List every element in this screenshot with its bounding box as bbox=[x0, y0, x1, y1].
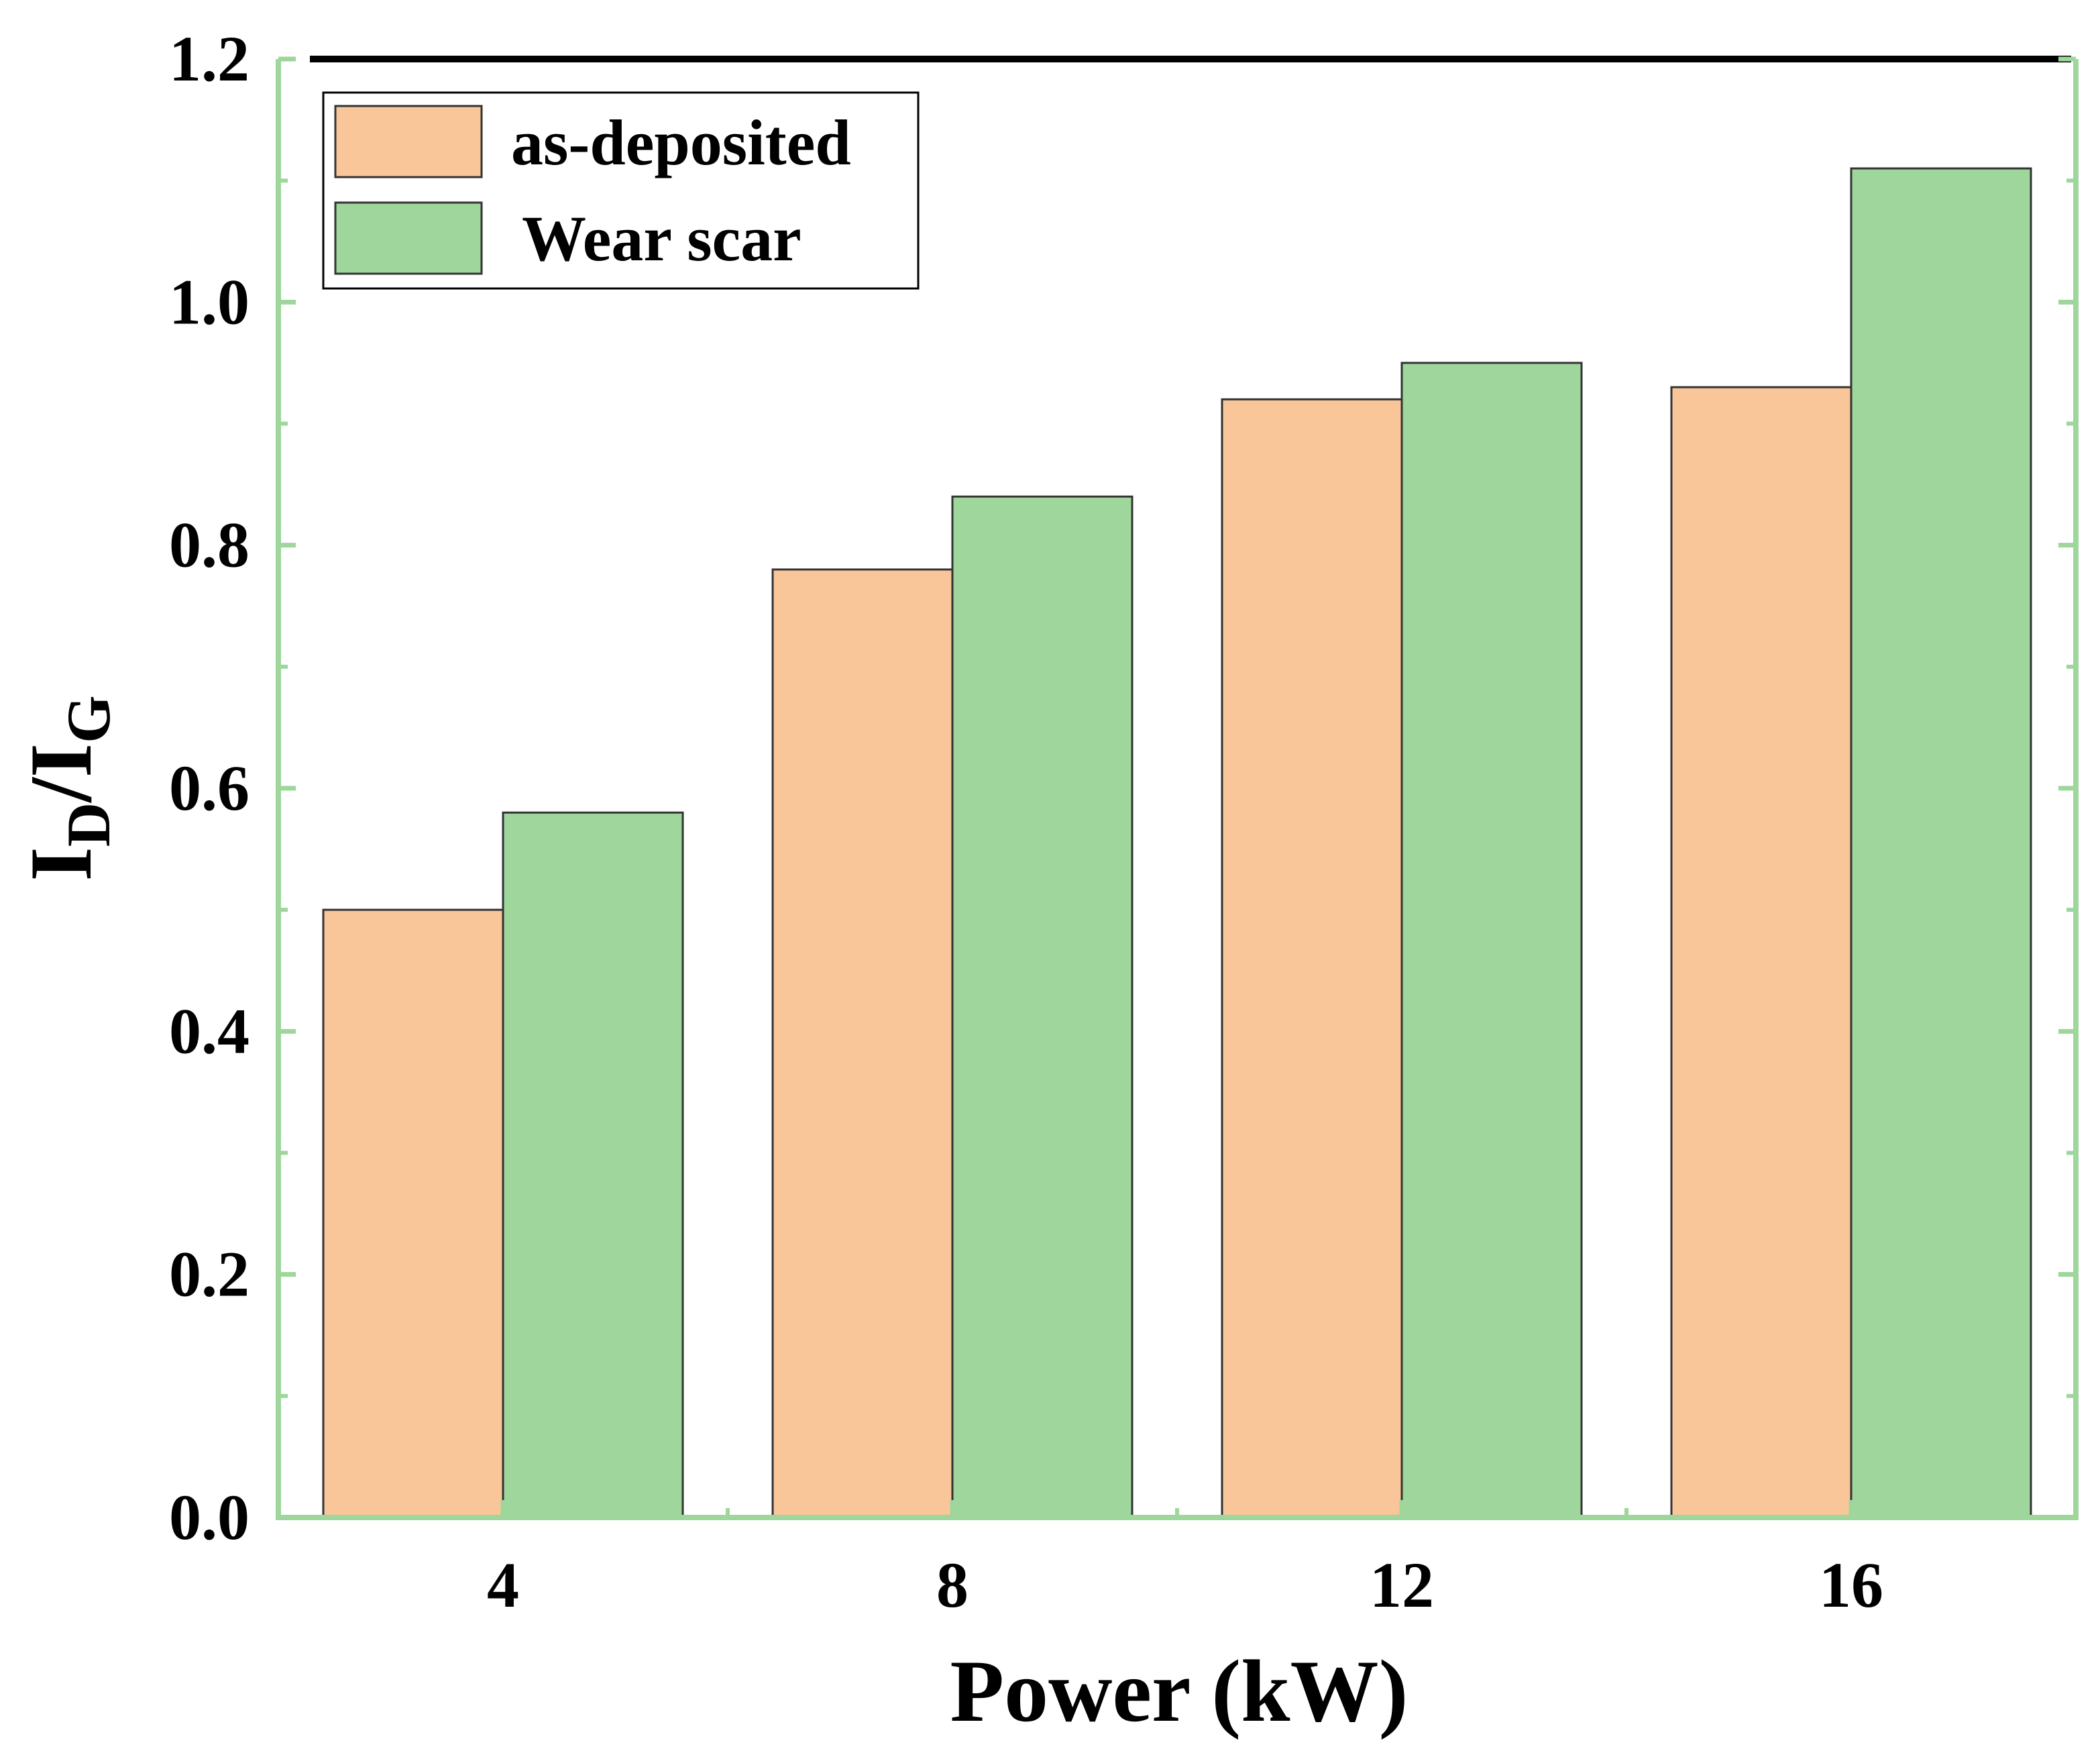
legend: as-deposited Wear scar bbox=[322, 91, 920, 290]
x-tick-label-8: 8 bbox=[936, 1549, 969, 1621]
y-tick-label: 0.2 bbox=[169, 1238, 250, 1310]
y-tick-label: 0.6 bbox=[169, 752, 250, 824]
y-tick-label: 1.2 bbox=[169, 23, 250, 95]
y-tick-label: 1.0 bbox=[169, 266, 250, 337]
bar-as-deposited-16 bbox=[1670, 386, 1853, 1519]
y-axis-title-main: I bbox=[11, 847, 110, 881]
x-tick-label-4: 4 bbox=[487, 1549, 519, 1621]
bar-wear-scar-8 bbox=[951, 495, 1134, 1519]
bars-group bbox=[322, 167, 2032, 1519]
bar-wear-scar-12 bbox=[1400, 362, 1583, 1519]
bar-as-deposited-8 bbox=[771, 568, 954, 1519]
y-axis-title-sub1: D bbox=[54, 802, 123, 847]
legend-label-as-deposited: as-deposited bbox=[511, 107, 851, 178]
x-tick-label-12: 12 bbox=[1370, 1549, 1434, 1621]
y-tick-label: 0.8 bbox=[169, 509, 250, 581]
bar-as-deposited-4 bbox=[322, 908, 504, 1519]
x-axis: 4 8 12 16 bbox=[487, 1500, 1883, 1621]
x-axis-title: Power (kW) bbox=[950, 1642, 1408, 1740]
legend-label-wear-scar: Wear scar bbox=[522, 203, 802, 274]
legend-swatch-as-deposited bbox=[334, 105, 483, 178]
y-axis-title: ID/IG bbox=[11, 695, 123, 881]
y-axis-title-sub2: G bbox=[54, 695, 123, 743]
y-tick-label: 0.4 bbox=[169, 995, 250, 1067]
bar-as-deposited-12 bbox=[1221, 398, 1403, 1519]
bar-wear-scar-4 bbox=[502, 811, 684, 1519]
x-tick-label-16: 16 bbox=[1819, 1549, 1883, 1621]
bar-wear-scar-16 bbox=[1850, 167, 2032, 1519]
y-axis-title-slash: /I bbox=[11, 743, 110, 804]
y-tick-label: 0.0 bbox=[169, 1481, 250, 1553]
y-axis: 0.0 0.2 0.4 0.6 0.8 1.0 1.2 bbox=[169, 23, 2076, 1553]
legend-swatch-wear-scar bbox=[334, 201, 483, 275]
